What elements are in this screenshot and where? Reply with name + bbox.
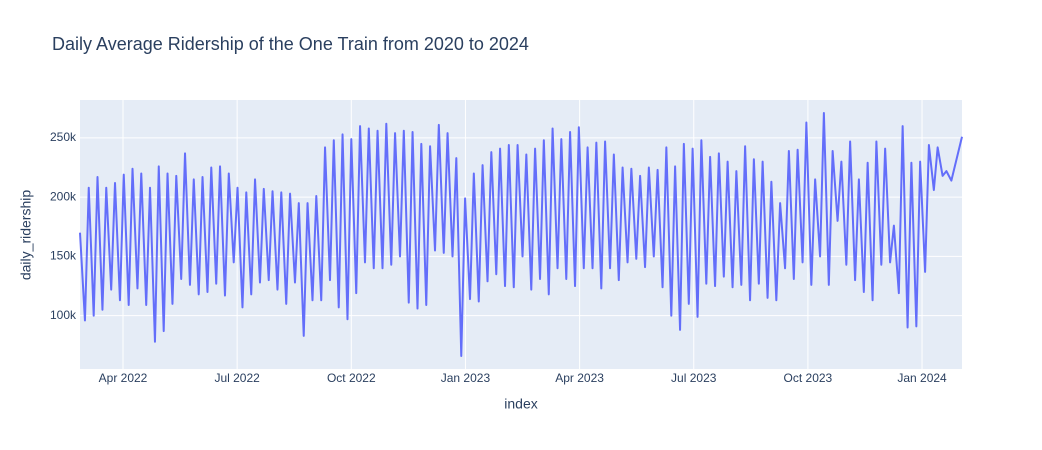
x-tick-label: Apr 2023: [555, 371, 604, 385]
y-tick-label: 100k: [50, 308, 77, 322]
x-tick-label: Oct 2022: [327, 371, 376, 385]
y-tick-label: 150k: [50, 249, 77, 263]
y-axis-label: daily_ridership: [18, 190, 34, 280]
y-tick-label: 250k: [50, 130, 77, 144]
x-tick-label: Oct 2023: [784, 371, 833, 385]
x-tick-label: Jul 2022: [214, 371, 260, 385]
y-tick-label: 200k: [50, 189, 77, 203]
x-tick-label: Jan 2023: [441, 371, 491, 385]
x-tick-label: Apr 2022: [99, 371, 148, 385]
data-line: [79, 112, 963, 357]
chart-title: Daily Average Ridership of the One Train…: [52, 34, 529, 54]
x-tick-label: Jan 2024: [897, 371, 947, 385]
x-tick-label: Jul 2023: [671, 371, 717, 385]
x-axis-label: index: [504, 396, 537, 412]
